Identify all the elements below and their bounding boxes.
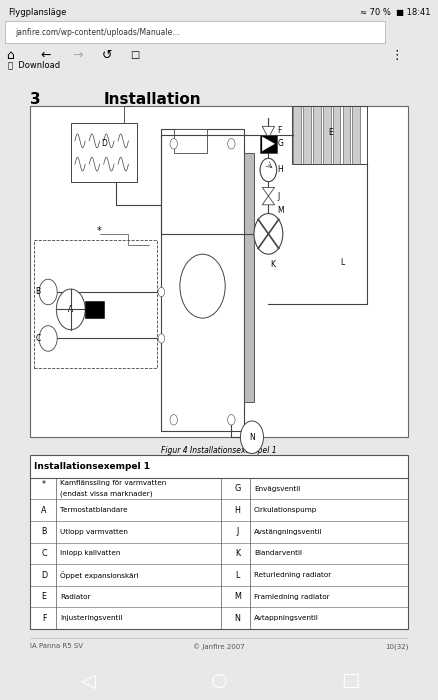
Text: L: L <box>235 570 240 580</box>
Text: E: E <box>328 127 332 136</box>
Text: Termostatblandare: Termostatblandare <box>60 508 128 513</box>
Text: N: N <box>235 614 240 623</box>
Text: H: H <box>235 506 240 514</box>
Text: C: C <box>35 334 40 343</box>
Bar <box>343 106 350 164</box>
Text: J: J <box>237 527 239 536</box>
Text: H: H <box>277 165 283 174</box>
Bar <box>332 106 340 164</box>
Text: F: F <box>277 126 282 135</box>
Text: □: □ <box>130 50 139 60</box>
Polygon shape <box>262 196 275 205</box>
Text: ◁: ◁ <box>81 671 95 690</box>
Text: 10(32): 10(32) <box>385 643 408 650</box>
Circle shape <box>170 414 177 425</box>
Text: *: * <box>42 480 46 489</box>
Text: Inlopp kallvatten: Inlopp kallvatten <box>60 550 121 556</box>
Text: Envägsventil: Envägsventil <box>254 486 300 491</box>
Text: E: E <box>42 592 46 601</box>
Text: ○: ○ <box>211 671 227 690</box>
Circle shape <box>39 326 57 351</box>
Polygon shape <box>262 136 275 150</box>
Text: ←: ← <box>40 49 50 62</box>
Bar <box>30 455 408 629</box>
Text: Installationsexempel 1: Installationsexempel 1 <box>34 462 150 471</box>
Text: © Janfire 2007: © Janfire 2007 <box>193 643 245 650</box>
Text: 3: 3 <box>30 92 40 106</box>
Text: Avstängningsventil: Avstängningsventil <box>254 528 322 535</box>
Text: Installation: Installation <box>104 92 201 106</box>
Text: Blandarventil: Blandarventil <box>254 550 302 556</box>
Bar <box>34 239 157 368</box>
Text: J: J <box>277 192 280 201</box>
Text: Figur 4 Installationsexempel 1: Figur 4 Installationsexempel 1 <box>161 446 277 455</box>
Circle shape <box>170 139 177 149</box>
Text: Radiator: Radiator <box>60 594 91 600</box>
Text: janfire.com/wp-content/uploads/Manuale…: janfire.com/wp-content/uploads/Manuale… <box>15 28 180 36</box>
Text: G: G <box>234 484 240 494</box>
Circle shape <box>158 334 165 343</box>
Text: Öppet expansionskärl: Öppet expansionskärl <box>60 571 139 579</box>
Bar <box>293 106 301 164</box>
Text: →: → <box>72 49 82 62</box>
Bar <box>260 135 277 153</box>
Bar <box>244 153 254 402</box>
Text: D: D <box>101 139 107 148</box>
Circle shape <box>180 254 225 318</box>
Text: ↺: ↺ <box>102 49 113 62</box>
Text: □: □ <box>341 671 359 690</box>
Bar <box>313 106 321 164</box>
Bar <box>292 106 367 164</box>
Text: Cirkulationspump: Cirkulationspump <box>254 508 318 513</box>
Text: A: A <box>68 305 74 314</box>
Text: Kamflänssling för varmvatten: Kamflänssling för varmvatten <box>60 480 167 486</box>
Text: K: K <box>235 549 240 558</box>
Text: Injusteringsventil: Injusteringsventil <box>60 615 123 621</box>
Text: D: D <box>41 570 47 580</box>
Circle shape <box>228 139 235 149</box>
Text: *: * <box>97 226 102 236</box>
Circle shape <box>260 158 277 181</box>
Text: ⋮: ⋮ <box>390 49 403 62</box>
Text: M: M <box>234 592 241 601</box>
Bar <box>161 130 244 431</box>
Text: ⤓  Download: ⤓ Download <box>8 60 60 69</box>
Circle shape <box>158 287 165 297</box>
Bar <box>303 106 311 164</box>
Text: C: C <box>41 549 47 558</box>
Text: Utlopp varmvatten: Utlopp varmvatten <box>60 528 128 535</box>
Circle shape <box>260 158 277 181</box>
Polygon shape <box>262 127 275 138</box>
Bar <box>174 130 207 153</box>
Text: G: G <box>277 139 283 148</box>
Circle shape <box>254 214 283 254</box>
Text: N: N <box>249 433 255 442</box>
Text: B: B <box>35 288 40 297</box>
Text: Avtappningsventil: Avtappningsventil <box>254 615 319 621</box>
Text: ≈ 70 %  ■ 18:41: ≈ 70 % ■ 18:41 <box>360 8 430 17</box>
Bar <box>5 21 385 43</box>
Polygon shape <box>262 188 275 196</box>
Text: Framledning radiator: Framledning radiator <box>254 594 330 600</box>
Circle shape <box>39 279 57 304</box>
Bar <box>323 106 331 164</box>
Text: Flygplansläge: Flygplansläge <box>8 8 67 17</box>
Text: Returledning radiator: Returledning radiator <box>254 572 331 578</box>
Text: L: L <box>340 258 345 267</box>
Text: B: B <box>41 527 47 536</box>
Text: K: K <box>270 260 275 269</box>
Text: ⌂: ⌂ <box>6 49 14 62</box>
Bar <box>353 106 360 164</box>
Circle shape <box>240 421 264 454</box>
Bar <box>85 301 104 318</box>
Bar <box>71 123 137 181</box>
Text: A: A <box>41 506 47 514</box>
Text: (endast vissa marknader): (endast vissa marknader) <box>60 491 153 497</box>
Circle shape <box>228 414 235 425</box>
Text: M: M <box>277 206 284 215</box>
Text: F: F <box>42 614 46 623</box>
Bar <box>30 106 408 437</box>
Circle shape <box>57 289 85 330</box>
Text: IA Panna R5 SV: IA Panna R5 SV <box>30 643 83 650</box>
